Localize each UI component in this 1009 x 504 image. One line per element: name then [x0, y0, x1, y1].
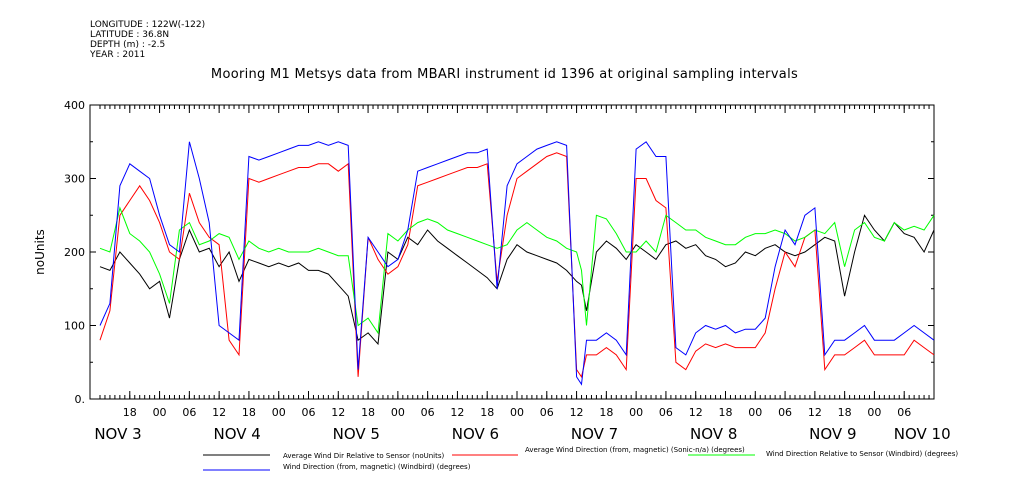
x-tick-label: 00: [272, 406, 286, 419]
y-axis-label: noUnits: [33, 229, 47, 275]
x-tick-label: 00: [867, 406, 881, 419]
legend-label-3: Wind Direction Relative to Sensor (Windb…: [766, 450, 958, 458]
y-tick-label: 200: [64, 246, 85, 259]
x-tick-label: 00: [748, 406, 762, 419]
x-tick-label: 00: [629, 406, 643, 419]
x-tick-label: 18: [838, 406, 852, 419]
x-day-label: NOV 7: [571, 425, 618, 443]
axis-layer: 0. 100 200 300 400 noUnits 18 00 06 12 18 00 06 12 18 0…: [33, 99, 951, 443]
y-tick-label: 400: [64, 99, 85, 112]
x-tick-label: 18: [480, 406, 494, 419]
x-day-label: NOV 6: [452, 425, 499, 443]
metadata-year: YEAR : 2011: [90, 50, 146, 60]
x-day-label: NOV 5: [333, 425, 380, 443]
x-tick-label: 06: [182, 406, 196, 419]
x-day-label: NOV 9: [809, 425, 856, 443]
legend-layer: Average Wind Dir Relative to Sensor (noU…: [203, 446, 958, 471]
metadata-block: LONGITUDE : 122W(-122) LATITUDE : 36.8N …: [90, 20, 205, 60]
x-tick-label: 00: [510, 406, 524, 419]
x-day-label: NOV 4: [213, 425, 260, 443]
x-tick-label: 18: [361, 406, 375, 419]
x-tick-label: 18: [123, 406, 137, 419]
metadata-depth: DEPTH (m) : -2.5: [90, 40, 166, 50]
x-tick-label: 12: [212, 406, 226, 419]
chart-title: Mooring M1 Metsys data from MBARI instru…: [210, 67, 799, 82]
x-tick-label: 06: [540, 406, 554, 419]
series-layer: [99, 141, 935, 386]
x-tick-label: 06: [778, 406, 792, 419]
x-tick-label: 06: [421, 406, 435, 419]
x-day-label: NOV 8: [690, 425, 737, 443]
x-tick-label: 12: [331, 406, 345, 419]
x-tick-label: 00: [153, 406, 167, 419]
x-tick-label: 18: [242, 406, 256, 419]
y-tick-label: 100: [64, 320, 85, 333]
series-line-2: [99, 152, 935, 379]
x-tick-label: 12: [689, 406, 703, 419]
series-line-3: [99, 206, 935, 335]
x-tick-label: 12: [570, 406, 584, 419]
x-tick-label: 12: [808, 406, 822, 419]
series-line-1: [99, 214, 935, 346]
x-tick-label: 00: [391, 406, 405, 419]
x-tick-label: 18: [719, 406, 733, 419]
metadata-longitude: LONGITUDE : 122W(-122): [90, 20, 206, 30]
legend-label-1: Average Wind Dir Relative to Sensor (noU…: [283, 452, 444, 460]
y-tick-label: 0.: [75, 393, 86, 406]
legend-label-2: Average Wind Direction (from, magnetic) …: [525, 446, 745, 454]
x-tick-label: 12: [450, 406, 464, 419]
series-line-4: [99, 141, 935, 386]
y-tick-label: 300: [64, 173, 85, 186]
legend-label-4: Wind Direction (from, magnetic) (Windbir…: [283, 463, 471, 471]
x-tick-label: 18: [599, 406, 613, 419]
x-tick-label: 06: [302, 406, 316, 419]
x-tick-label: 06: [659, 406, 673, 419]
metadata-latitude: LATITUDE : 36.8N: [90, 30, 170, 40]
x-day-label: NOV 10: [894, 425, 951, 443]
x-day-label: NOV 3: [94, 425, 141, 443]
x-tick-label: 06: [897, 406, 911, 419]
